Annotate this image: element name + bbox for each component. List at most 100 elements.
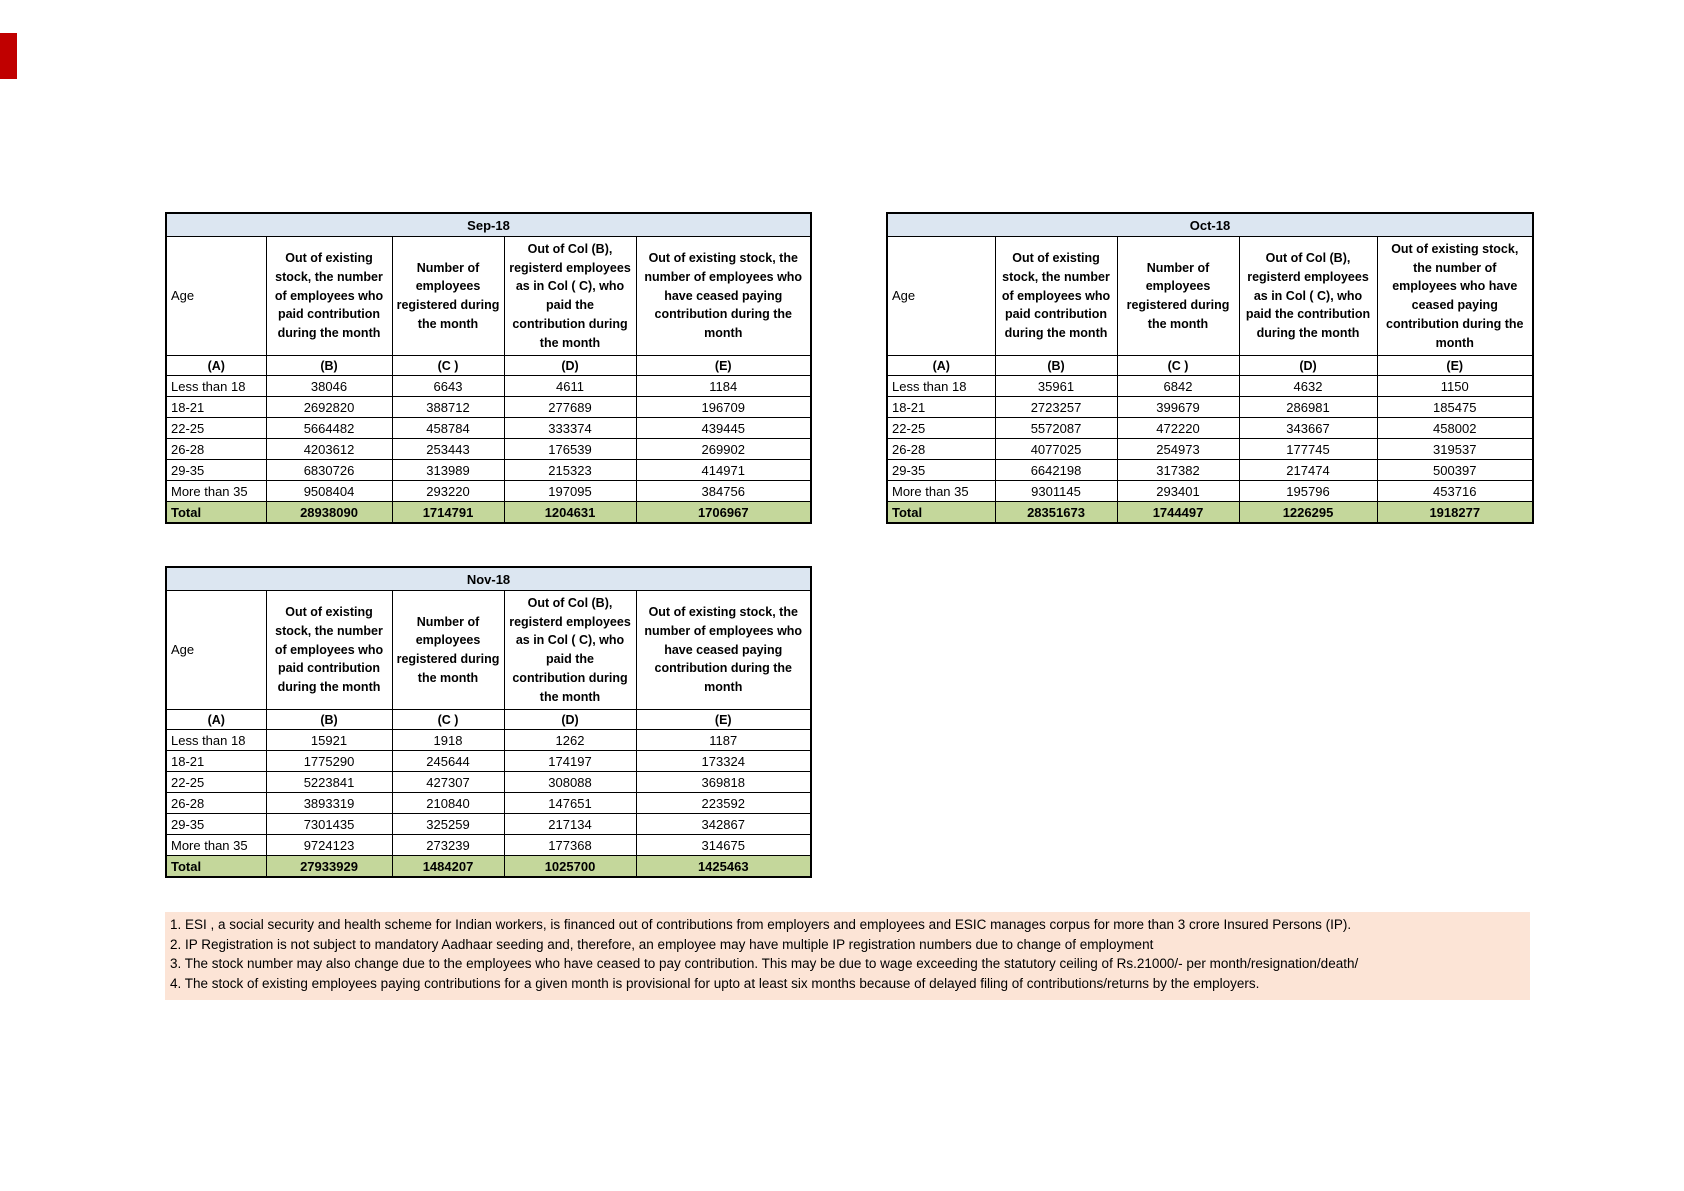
value-cell: 399679: [1116, 396, 1240, 418]
column-header-row: Age Out of existing stock, the number of…: [165, 590, 812, 710]
footnote-3: 3. The stock number may also change due …: [170, 956, 1359, 971]
header-age: Age: [886, 236, 996, 356]
value-cell: 176539: [503, 438, 637, 460]
value-cell: 384756: [635, 480, 812, 502]
age-cell: 22-25: [886, 417, 996, 439]
table-sep-18: Sep-18 Age Out of existing stock, the nu…: [165, 212, 812, 524]
age-cell: 26-28: [886, 438, 996, 460]
header-col-b: Out of existing stock, the number of emp…: [994, 236, 1118, 356]
footnote-1: 1. ESI , a social security and health sc…: [170, 917, 1352, 932]
value-cell: 277689: [503, 396, 637, 418]
value-cell: 177745: [1238, 438, 1378, 460]
header-col-c: Number of employees registered during th…: [391, 590, 505, 710]
letter-e: (E): [1376, 355, 1534, 376]
value-cell: 1204631: [503, 501, 637, 524]
value-cell: 9301145: [994, 480, 1118, 502]
value-cell: 185475: [1376, 396, 1534, 418]
age-cell: 18-21: [165, 750, 267, 772]
letter-e: (E): [635, 355, 812, 376]
month-band-row: Oct-18: [886, 212, 1534, 237]
value-cell: 4611: [503, 375, 637, 397]
value-cell: 1187: [635, 729, 812, 751]
value-cell: 1226295: [1238, 501, 1378, 524]
value-cell: 1184: [635, 375, 812, 397]
value-cell: 28938090: [265, 501, 393, 524]
value-cell: 6642198: [994, 459, 1118, 481]
value-cell: 6842: [1116, 375, 1240, 397]
value-cell: 313989: [391, 459, 505, 481]
value-cell: 7301435: [265, 813, 393, 835]
header-col-d: Out of Col (B), registerd employees as i…: [503, 590, 637, 710]
data-table-oct: Oct-18 Age Out of existing stock, the nu…: [886, 212, 1534, 524]
value-cell: 427307: [391, 771, 505, 793]
value-cell: 317382: [1116, 459, 1240, 481]
value-cell: 197095: [503, 480, 637, 502]
age-cell: 26-28: [165, 438, 267, 460]
value-cell: 27933929: [265, 855, 393, 878]
header-col-e: Out of existing stock, the number of emp…: [1376, 236, 1534, 356]
header-col-e: Out of existing stock, the number of emp…: [635, 590, 812, 710]
value-cell: 1150: [1376, 375, 1534, 397]
value-cell: 1714791: [391, 501, 505, 524]
table-body: Less than 18 35961 6842 4632 1150 18-21 272325…: [886, 375, 1534, 524]
value-cell: 293401: [1116, 480, 1240, 502]
value-cell: 1025700: [503, 855, 637, 878]
value-cell: 195796: [1238, 480, 1378, 502]
age-cell: 29-35: [886, 459, 996, 481]
header-col-d: Out of Col (B), registerd employees as i…: [503, 236, 637, 356]
value-cell: 388712: [391, 396, 505, 418]
table-row: 29-35 6830726 313989 215323 414971: [165, 459, 812, 481]
value-cell: 286981: [1238, 396, 1378, 418]
letter-d: (D): [1238, 355, 1378, 376]
header-age: Age: [165, 236, 267, 356]
table-row: 26-28 3893319 210840 147651 223592: [165, 792, 812, 814]
value-cell: 1918277: [1376, 501, 1534, 524]
age-cell: More than 35: [886, 480, 996, 502]
value-cell: 35961: [994, 375, 1118, 397]
age-cell: 18-21: [165, 396, 267, 418]
age-cell: Less than 18: [165, 729, 267, 751]
total-row: Total 28938090 1714791 1204631 1706967: [165, 501, 812, 524]
table-nov-18: Nov-18 Age Out of existing stock, the nu…: [165, 566, 812, 878]
table-row: 26-28 4077025 254973 177745 319537: [886, 438, 1534, 460]
month-title: Nov-18: [165, 566, 812, 591]
value-cell: 254973: [1116, 438, 1240, 460]
value-cell: 15921: [265, 729, 393, 751]
table-row: 18-21 2723257 399679 286981 185475: [886, 396, 1534, 418]
column-letter-row: (A) (B) (C ) (D) (E): [165, 709, 812, 730]
letter-d: (D): [503, 355, 637, 376]
value-cell: 6830726: [265, 459, 393, 481]
month-title: Sep-18: [165, 212, 812, 237]
header-col-b: Out of existing stock, the number of emp…: [265, 236, 393, 356]
value-cell: 223592: [635, 792, 812, 814]
value-cell: 173324: [635, 750, 812, 772]
value-cell: 439445: [635, 417, 812, 439]
table-row: More than 35 9301145 293401 195796 453716: [886, 480, 1534, 502]
value-cell: 147651: [503, 792, 637, 814]
age-cell: More than 35: [165, 834, 267, 856]
header-col-c: Number of employees registered during th…: [391, 236, 505, 356]
value-cell: 458002: [1376, 417, 1534, 439]
table-row: Less than 18 15921 1918 1262 1187: [165, 729, 812, 751]
letter-b: (B): [265, 355, 393, 376]
total-row: Total 27933929 1484207 1025700 1425463: [165, 855, 812, 878]
header-col-b: Out of existing stock, the number of emp…: [265, 590, 393, 710]
value-cell: 1775290: [265, 750, 393, 772]
column-letter-row: (A) (B) (C ) (D) (E): [886, 355, 1534, 376]
value-cell: 1425463: [635, 855, 812, 878]
value-cell: 1484207: [391, 855, 505, 878]
value-cell: 314675: [635, 834, 812, 856]
month-band-row: Sep-18: [165, 212, 812, 237]
table-row: 22-25 5664482 458784 333374 439445: [165, 417, 812, 439]
value-cell: 215323: [503, 459, 637, 481]
value-cell: 210840: [391, 792, 505, 814]
value-cell: 293220: [391, 480, 505, 502]
total-label-cell: Total: [165, 501, 267, 524]
value-cell: 174197: [503, 750, 637, 772]
table-row: 26-28 4203612 253443 176539 269902: [165, 438, 812, 460]
value-cell: 308088: [503, 771, 637, 793]
value-cell: 253443: [391, 438, 505, 460]
value-cell: 472220: [1116, 417, 1240, 439]
value-cell: 342867: [635, 813, 812, 835]
